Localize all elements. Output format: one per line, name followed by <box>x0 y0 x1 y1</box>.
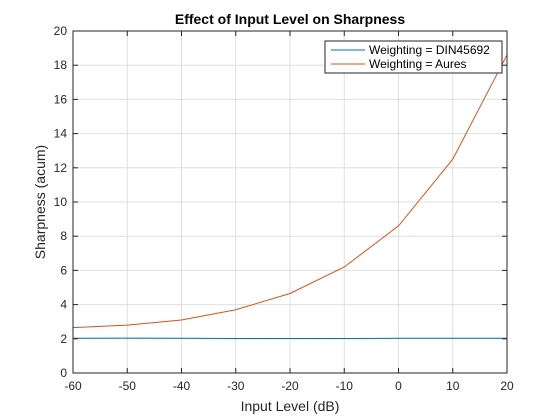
y-tick-label: 6 <box>60 263 67 277</box>
chart-title: Effect of Input Level on Sharpness <box>175 11 405 27</box>
y-tick-label: 14 <box>54 127 68 141</box>
x-axis-label: Input Level (dB) <box>241 398 340 414</box>
x-tick-label: -20 <box>281 379 299 393</box>
y-tick-label: 16 <box>54 92 68 106</box>
x-tick-label: 20 <box>500 379 514 393</box>
legend-entry-1: Weighting = DIN45692 <box>369 43 490 57</box>
y-tick-label: 4 <box>60 298 67 312</box>
grid <box>72 30 508 374</box>
y-tick-label: 18 <box>54 58 68 72</box>
y-tick-label: 20 <box>54 24 68 38</box>
x-tick-label: -30 <box>227 379 245 393</box>
y-tick-label: 0 <box>60 366 67 380</box>
legend-entry-2: Weighting = Aures <box>369 57 467 71</box>
x-tick-label: -60 <box>64 379 82 393</box>
x-tick-label: -50 <box>119 379 137 393</box>
x-tick-label: 10 <box>446 379 460 393</box>
x-tick-label: -10 <box>336 379 354 393</box>
series-layer <box>72 54 508 339</box>
y-tick-label: 2 <box>60 332 67 346</box>
series-line-2 <box>72 54 508 329</box>
y-tick-label: 12 <box>54 161 68 175</box>
x-tick-label: -40 <box>173 379 191 393</box>
y-axis-label: Sharpness (acum) <box>32 145 48 259</box>
y-tick-label: 8 <box>60 229 67 243</box>
y-tick-label: 10 <box>54 195 68 209</box>
ticks: -60 -50 -40 -30 -20 -10 0 10 20 0 2 4 6 8 10 12 14 16 18 20 <box>54 24 514 393</box>
legend-box <box>324 40 503 74</box>
x-tick-label: 0 <box>395 379 402 393</box>
